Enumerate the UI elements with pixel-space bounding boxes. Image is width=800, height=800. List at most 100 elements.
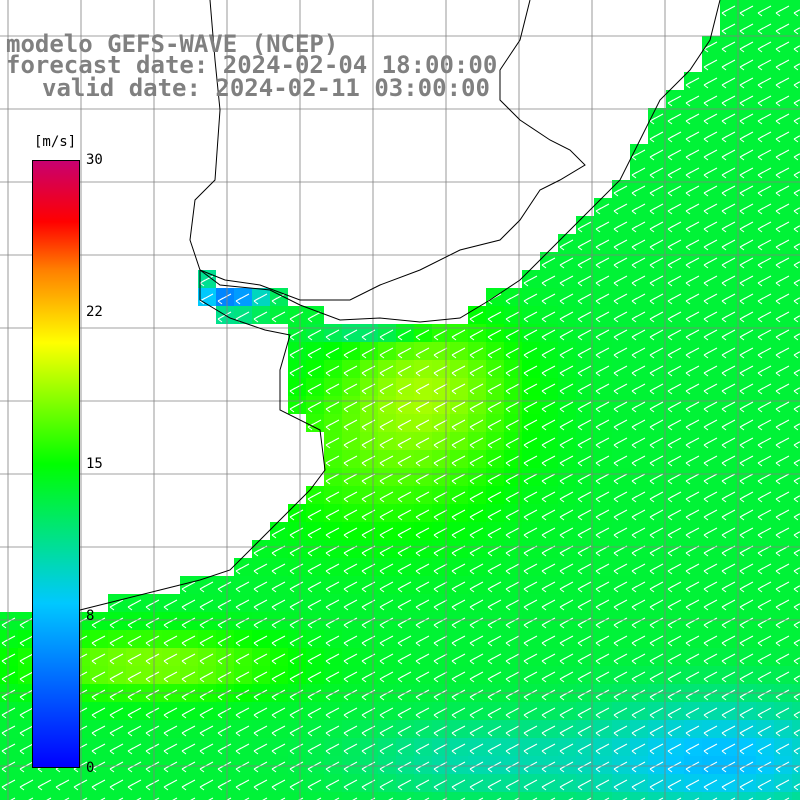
wind-arrow xyxy=(685,473,700,485)
wind-arrow xyxy=(325,347,340,359)
wind-arrow xyxy=(631,581,646,593)
wind-arrow xyxy=(604,797,610,800)
wind-arrow xyxy=(235,653,250,665)
wind-arrow xyxy=(739,509,754,521)
wind-arrow xyxy=(649,221,664,233)
wind-arrow xyxy=(424,797,430,800)
wind-arrow xyxy=(721,491,736,503)
wind-cell xyxy=(792,720,800,738)
wind-arrow xyxy=(721,275,736,287)
wind-arrow xyxy=(541,581,556,593)
wind-cell xyxy=(792,0,800,18)
wind-arrow xyxy=(271,527,286,539)
wind-arrow xyxy=(577,293,592,305)
wind-arrow xyxy=(739,329,754,341)
wind-arrow xyxy=(649,185,664,197)
wind-arrow xyxy=(541,707,556,719)
wind-arrow xyxy=(433,419,448,431)
wind-arrow xyxy=(685,491,700,503)
wind-arrow xyxy=(649,113,664,125)
wind-arrow xyxy=(775,23,790,35)
wind-arrow xyxy=(91,671,106,683)
wind-arrow xyxy=(253,581,268,593)
wind-arrow xyxy=(289,329,304,341)
wind-arrow xyxy=(541,365,556,377)
wind-arrow xyxy=(667,617,682,629)
wind-arrow xyxy=(613,689,628,701)
wind-arrow xyxy=(541,761,556,773)
wind-arrow xyxy=(433,725,448,737)
wind-arrow xyxy=(397,401,412,413)
wind-arrow xyxy=(541,383,556,395)
wind-arrow xyxy=(307,311,322,323)
wind-arrow xyxy=(541,563,556,575)
wind-arrow xyxy=(550,797,556,800)
wind-arrow xyxy=(757,671,772,683)
wind-arrow xyxy=(253,689,268,701)
wind-arrow xyxy=(541,527,556,539)
wind-arrow xyxy=(667,743,682,755)
wind-arrow xyxy=(703,779,718,791)
wind-arrow xyxy=(613,257,628,269)
wind-arrow xyxy=(775,275,790,287)
wind-arrow xyxy=(703,149,718,161)
wind-arrow xyxy=(649,275,664,287)
wind-arrow xyxy=(181,689,196,701)
wind-arrow xyxy=(667,221,682,233)
wind-arrow xyxy=(451,761,466,773)
wind-arrow xyxy=(199,689,214,701)
wind-arrow xyxy=(793,225,800,233)
wind-arrow xyxy=(757,257,772,269)
wind-arrow xyxy=(487,743,502,755)
wind-arrow xyxy=(415,509,430,521)
wind-arrow xyxy=(703,275,718,287)
wind-cell xyxy=(792,288,800,306)
wind-arrow xyxy=(541,653,556,665)
wind-cell xyxy=(432,792,450,800)
wind-arrow xyxy=(271,671,286,683)
wind-arrow xyxy=(559,527,574,539)
wind-arrow xyxy=(757,5,772,17)
wind-arrow xyxy=(685,653,700,665)
wind-cell xyxy=(216,792,234,800)
wind-arrow xyxy=(541,473,556,485)
wind-arrow xyxy=(379,707,394,719)
wind-arrow xyxy=(235,761,250,773)
wind-arrow xyxy=(739,635,754,647)
wind-arrow xyxy=(487,383,502,395)
wind-arrow xyxy=(325,401,340,413)
wind-arrow xyxy=(307,671,322,683)
wind-arrow xyxy=(775,671,790,683)
wind-cell xyxy=(540,792,558,800)
wind-arrow xyxy=(739,419,754,431)
wind-arrow xyxy=(793,459,800,467)
wind-arrow xyxy=(757,635,772,647)
wind-arrow xyxy=(721,671,736,683)
wind-arrow xyxy=(541,725,556,737)
wind-arrow xyxy=(739,473,754,485)
wind-arrow xyxy=(226,797,232,800)
wind-arrow xyxy=(595,743,610,755)
wind-arrow xyxy=(469,707,484,719)
wind-arrow xyxy=(451,437,466,449)
wind-arrow xyxy=(793,657,800,665)
wind-arrow xyxy=(109,599,124,611)
wind-arrow xyxy=(577,581,592,593)
wind-arrow xyxy=(739,41,754,53)
wind-arrow xyxy=(703,437,718,449)
wind-arrow xyxy=(487,617,502,629)
wind-arrow xyxy=(793,135,800,143)
wind-arrow xyxy=(721,131,736,143)
wind-arrow xyxy=(703,383,718,395)
wind-arrow xyxy=(505,761,520,773)
wind-arrow xyxy=(343,617,358,629)
wind-arrow xyxy=(667,275,682,287)
wind-arrow xyxy=(658,797,664,800)
wind-cell xyxy=(792,180,800,198)
wind-arrow xyxy=(433,491,448,503)
wind-arrow xyxy=(19,707,34,719)
wind-arrow xyxy=(631,167,646,179)
wind-arrow xyxy=(685,347,700,359)
wind-arrow xyxy=(451,725,466,737)
wind-arrow xyxy=(379,581,394,593)
